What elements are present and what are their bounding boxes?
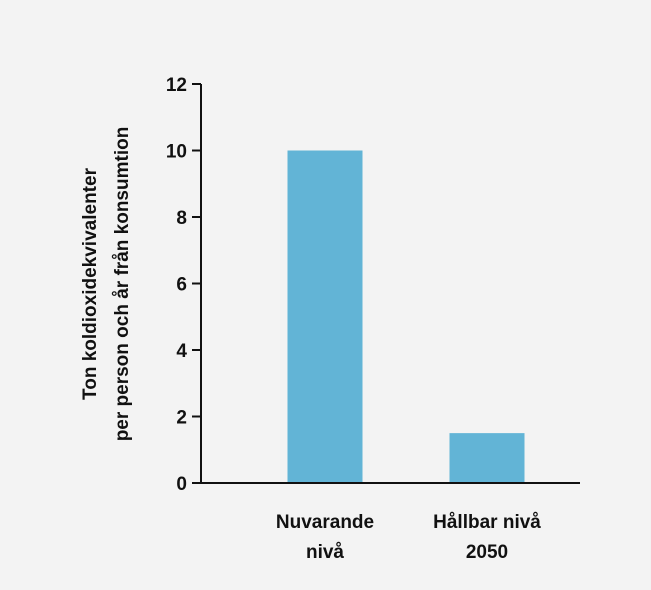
bar-2 <box>449 433 525 483</box>
y-axis-title-line: per person och år från konsumtion <box>112 127 133 442</box>
bars <box>287 150 525 483</box>
axes <box>192 84 580 484</box>
y-tick-label: 4 <box>176 341 187 362</box>
y-tick-label: 12 <box>166 75 187 96</box>
y-axis-ticks: 0 2 4 6 8 10 12 <box>166 75 201 495</box>
category-label-2: 2050 <box>466 542 508 563</box>
category-label-2: Hållbar nivå <box>433 512 541 533</box>
y-axis-title-line: Ton koldioxidekvivalenter <box>80 167 101 400</box>
y-tick-label: 10 <box>166 142 187 163</box>
category-label-1: nivå <box>306 542 344 563</box>
category-label-1: Nuvarande <box>276 512 374 533</box>
y-tick-label: 8 <box>176 208 187 229</box>
y-tick-label: 6 <box>176 275 187 296</box>
y-axis-title: Ton koldioxidekvivalenter per person och … <box>80 127 133 442</box>
y-tick-label: 2 <box>176 408 187 429</box>
x-axis-categories: Nuvarande nivå Hållbar nivå 2050 <box>276 512 541 563</box>
bar-1 <box>287 150 363 483</box>
y-tick-label: 0 <box>176 474 187 495</box>
